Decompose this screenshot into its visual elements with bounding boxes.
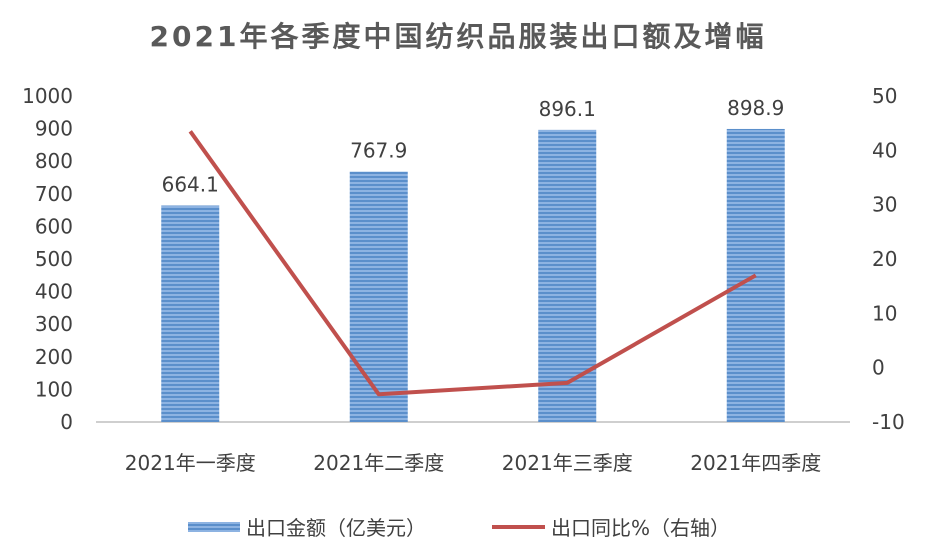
right-axis: -10 0 10 20 30 40 50	[872, 84, 905, 434]
bar-data-label: 664.1	[162, 173, 219, 197]
left-axis-tick: 700	[35, 182, 73, 206]
left-axis-tick: 200	[35, 345, 73, 369]
bar-data-label: 767.9	[350, 139, 407, 163]
bar	[349, 171, 408, 422]
left-axis-tick: 300	[35, 312, 73, 336]
left-axis-tick: 400	[35, 280, 73, 304]
x-axis-category-label: 2021年四季度	[690, 451, 821, 475]
right-axis-tick: 50	[872, 84, 897, 108]
bar	[538, 129, 597, 422]
x-axis-category-label: 2021年二季度	[313, 451, 444, 475]
right-axis-tick: 0	[872, 356, 885, 380]
legend-bar-label: 出口金额（亿美元）	[246, 516, 426, 540]
left-axis: 0 100 200 300 400 500 600 700 800 900 1000	[22, 84, 73, 434]
left-axis-tick: 900	[35, 117, 73, 141]
legend-bar-swatch	[188, 522, 240, 532]
right-axis-tick: 10	[872, 301, 897, 325]
left-axis-tick: 500	[35, 247, 73, 271]
right-axis-tick: 30	[872, 193, 897, 217]
line-series	[188, 130, 757, 397]
right-axis-tick: 40	[872, 138, 897, 162]
legend-line-label: 出口同比%（右轴）	[551, 516, 730, 540]
line-path	[188, 130, 757, 397]
bar-series	[161, 128, 785, 422]
left-axis-tick: 600	[35, 214, 73, 238]
bar-data-labels: 664.1 767.9 896.1 898.9	[162, 96, 785, 197]
chart-title: 2021年各季度中国纺织品服装出口额及增幅	[150, 20, 767, 53]
right-axis-tick: 20	[872, 247, 897, 271]
x-axis-categories: 2021年一季度 2021年二季度 2021年三季度 2021年四季度	[125, 451, 821, 475]
legend: 出口金额（亿美元） 出口同比%（右轴）	[188, 516, 730, 540]
bar	[161, 205, 220, 422]
left-axis-tick: 0	[60, 410, 73, 434]
bar-data-label: 896.1	[539, 97, 596, 121]
left-axis-tick: 800	[35, 149, 73, 173]
x-axis-category-label: 2021年一季度	[125, 451, 256, 475]
x-axis-category-label: 2021年三季度	[502, 451, 633, 475]
left-axis-tick: 100	[35, 377, 73, 401]
bar-data-label: 898.9	[727, 96, 784, 120]
right-axis-tick: -10	[872, 410, 905, 434]
left-axis-tick: 1000	[22, 84, 73, 108]
